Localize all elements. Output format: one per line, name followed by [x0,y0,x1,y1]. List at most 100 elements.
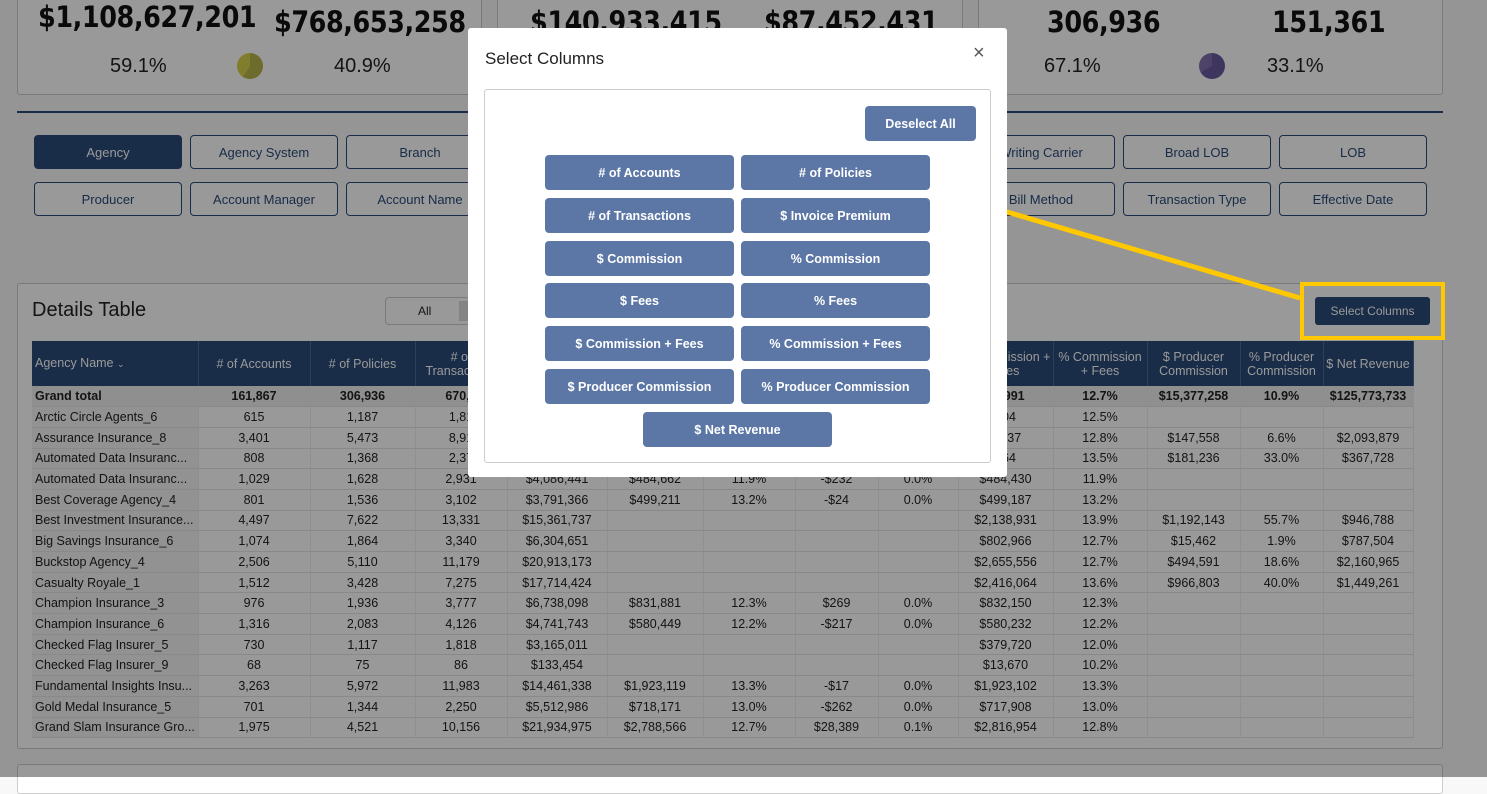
kpi-percent: 40.9% [334,55,391,77]
table-cell: 12.7% [1053,551,1148,573]
table-cell: $21,934,975 [507,717,608,739]
toggle-all[interactable]: All [418,304,432,318]
table-cell: 6.6% [1240,427,1324,449]
table-cell [1240,675,1324,697]
table-cell: -$17 [795,675,879,697]
column-option-button[interactable]: % Fees [741,283,930,318]
table-cell [1240,489,1324,511]
table-row[interactable]: Champion Insurance_3 976 1,936 3,777 $6,738,… [32,592,1414,615]
table-row[interactable]: Checked Flag Insurer_5 730 1,117 1,818 $3,16… [32,634,1414,656]
pie-chart-icon [237,53,263,79]
kpi-value: $1,108,627,201 [38,0,257,34]
table-cell: $3,165,011 [507,634,608,656]
table-cell: $2,655,556 [958,551,1054,573]
filter-agency[interactable]: Agency [34,135,182,169]
kpi-card-policies: 306,936 151,361 67.1% 33.1% [978,0,1443,95]
column-header[interactable]: # of Accounts [198,341,311,386]
table-cell: 12.2% [703,613,796,635]
filter-agency-system[interactable]: Agency System [190,135,338,169]
table-cell [1323,489,1414,511]
pie-chart-icon [1199,53,1225,79]
table-row[interactable]: Grand Slam Insurance Gro... 1,975 4,521 10,… [32,717,1414,739]
table-cell [703,530,796,552]
table-cell [1240,696,1324,718]
table-row[interactable]: Casualty Royale_1 1,512 3,428 7,275 $17,714,… [32,572,1414,594]
table-cell: $17,714,424 [507,572,608,594]
kpi-percent: 59.1% [110,55,167,77]
close-icon[interactable]: × [973,42,985,64]
column-header[interactable]: $ Net Revenue [1323,341,1414,386]
table-row[interactable]: Best Coverage Agency_4 801 1,536 3,102 $3,79… [32,489,1414,511]
column-header[interactable]: Agency Name ⌄ [32,341,199,386]
table-cell [795,634,879,656]
table-row[interactable]: Fundamental Insights Insu... 3,263 5,972 11… [32,675,1414,697]
table-cell: 730 [198,634,311,656]
filter-transaction-type[interactable]: Transaction Type [1123,182,1271,216]
table-cell [1323,696,1414,718]
column-option-button[interactable]: $ Fees [545,283,734,318]
table-cell: $147,558 [1147,427,1241,449]
kpi-value: 306,936 [1047,5,1161,39]
table-cell [795,572,879,594]
column-option-button[interactable]: $ Commission [545,241,734,276]
table-cell [1147,675,1241,697]
filter-broad-lob[interactable]: Broad LOB [1123,135,1271,169]
table-cell [607,634,704,656]
column-option-button[interactable]: $ Producer Commission [545,369,734,404]
details-table-title: Details Table [32,299,147,321]
column-option-button[interactable]: % Commission + Fees [741,326,930,361]
table-cell: 1,818 [415,634,508,656]
agency-name-cell: Automated Data Insuranc... [32,468,199,490]
table-row[interactable]: Gold Medal Insurance_5 701 1,344 2,250 $5,51… [32,696,1414,718]
chevron-down-icon[interactable]: ⌄ [117,359,125,369]
column-option-button[interactable]: $ Invoice Premium [741,198,930,233]
table-cell: 55.7% [1240,510,1324,532]
column-header[interactable]: # of Policies [310,341,416,386]
column-option-button[interactable]: $ Net Revenue [643,412,832,447]
table-row[interactable]: Champion Insurance_6 1,316 2,083 4,126 $4,74… [32,613,1414,635]
table-cell: 1,628 [310,468,416,490]
table-cell: -$217 [795,613,879,635]
table-cell: 3,777 [415,592,508,615]
table-cell: 33.0% [1240,448,1324,470]
table-cell [703,572,796,594]
column-header[interactable]: % Producer Commission [1240,341,1324,386]
table-cell: 75 [310,654,416,677]
column-option-button[interactable]: $ Commission + Fees [545,326,734,361]
agency-name-cell: Assurance Insurance_8 [32,427,199,449]
table-cell: 1,368 [310,448,416,470]
table-cell: 801 [198,489,311,511]
table-cell: 3,428 [310,572,416,594]
table-row[interactable]: Checked Flag Insurer_9 68 75 86 $133,454 $13,… [32,654,1414,677]
column-option-button[interactable]: % Commission [741,241,930,276]
filter-lob[interactable]: LOB [1279,135,1427,169]
agency-name-cell: Buckstop Agency_4 [32,551,199,573]
column-header[interactable]: $ Producer Commission [1147,341,1241,386]
table-cell: $13,670 [958,654,1054,677]
table-cell: $6,738,098 [507,592,608,615]
table-row[interactable]: Big Savings Insurance_6 1,074 1,864 3,340 $6… [32,530,1414,552]
kpi-value: $768,653,258 [274,5,466,39]
table-row[interactable]: Buckstop Agency_4 2,506 5,110 11,179 $20,913… [32,551,1414,573]
select-columns-button[interactable]: Select Columns [1315,297,1430,325]
column-option-button[interactable]: # of Transactions [545,198,734,233]
filter-effective-date[interactable]: Effective Date [1279,182,1427,216]
table-cell [878,551,959,573]
column-option-button[interactable]: % Producer Commission [741,369,930,404]
column-header[interactable]: % Commission + Fees [1053,341,1148,386]
table-cell: 1,536 [310,489,416,511]
agency-name-cell: Best Investment Insurance... [32,510,199,532]
table-row[interactable]: Best Investment Insurance... 4,497 7,622 13… [32,510,1414,532]
column-option-button[interactable]: # of Accounts [545,155,734,190]
table-cell: 7,622 [310,510,416,532]
table-cell: $831,881 [607,592,704,615]
table-cell: $14,461,338 [507,675,608,697]
toggle-selected[interactable] [459,301,469,321]
deselect-all-button[interactable]: Deselect All [865,106,976,141]
column-option-button[interactable]: # of Policies [741,155,930,190]
table-cell: $499,187 [958,489,1054,511]
table-cell [1240,654,1324,677]
table-cell: 3,401 [198,427,311,449]
filter-account-manager[interactable]: Account Manager [190,182,338,216]
filter-producer[interactable]: Producer [34,182,182,216]
